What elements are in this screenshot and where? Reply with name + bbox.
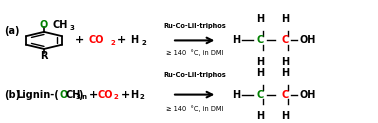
Text: R: R <box>40 51 48 61</box>
Text: ≥ 140  °C, in DMI: ≥ 140 °C, in DMI <box>166 106 223 112</box>
Text: +: + <box>75 35 84 45</box>
Text: C: C <box>281 90 289 100</box>
Text: CO: CO <box>98 90 113 100</box>
Text: H: H <box>281 68 289 78</box>
Text: C: C <box>257 35 264 45</box>
Text: C: C <box>257 90 264 100</box>
Text: OH: OH <box>299 90 316 100</box>
Text: (a): (a) <box>4 26 19 36</box>
Text: O: O <box>59 90 67 100</box>
Text: CH: CH <box>52 20 68 30</box>
Text: Lignin-(: Lignin-( <box>16 90 59 100</box>
Text: 3: 3 <box>76 94 81 100</box>
Text: (b): (b) <box>4 90 20 100</box>
Text: OH: OH <box>299 35 316 45</box>
Text: +: + <box>116 35 126 45</box>
Text: ≥ 140  °C, in DMI: ≥ 140 °C, in DMI <box>166 49 223 56</box>
Text: H: H <box>232 35 240 45</box>
Text: 2: 2 <box>114 94 118 100</box>
Text: n: n <box>82 94 87 100</box>
Text: +: + <box>121 90 130 100</box>
Text: 3: 3 <box>70 25 75 31</box>
Text: CO: CO <box>89 35 104 45</box>
Text: H: H <box>257 68 265 78</box>
Text: H: H <box>130 90 138 100</box>
Text: H: H <box>257 57 265 67</box>
Text: H: H <box>232 90 240 100</box>
Text: 2: 2 <box>141 40 146 46</box>
Text: H: H <box>281 111 289 121</box>
Text: H: H <box>281 57 289 67</box>
Text: 2: 2 <box>110 40 115 46</box>
Text: C: C <box>281 35 289 45</box>
Text: 2: 2 <box>139 94 144 100</box>
Text: H: H <box>257 111 265 121</box>
Text: O: O <box>40 20 48 30</box>
Text: H: H <box>130 35 138 45</box>
Text: Ru-Co-LiI-triphos: Ru-Co-LiI-triphos <box>163 72 226 78</box>
Text: Ru-Co-LiI-triphos: Ru-Co-LiI-triphos <box>163 23 226 29</box>
Text: H: H <box>257 14 265 24</box>
Text: +: + <box>88 90 98 100</box>
Text: ): ) <box>78 90 82 100</box>
Text: CH: CH <box>66 90 81 100</box>
Text: H: H <box>281 14 289 24</box>
